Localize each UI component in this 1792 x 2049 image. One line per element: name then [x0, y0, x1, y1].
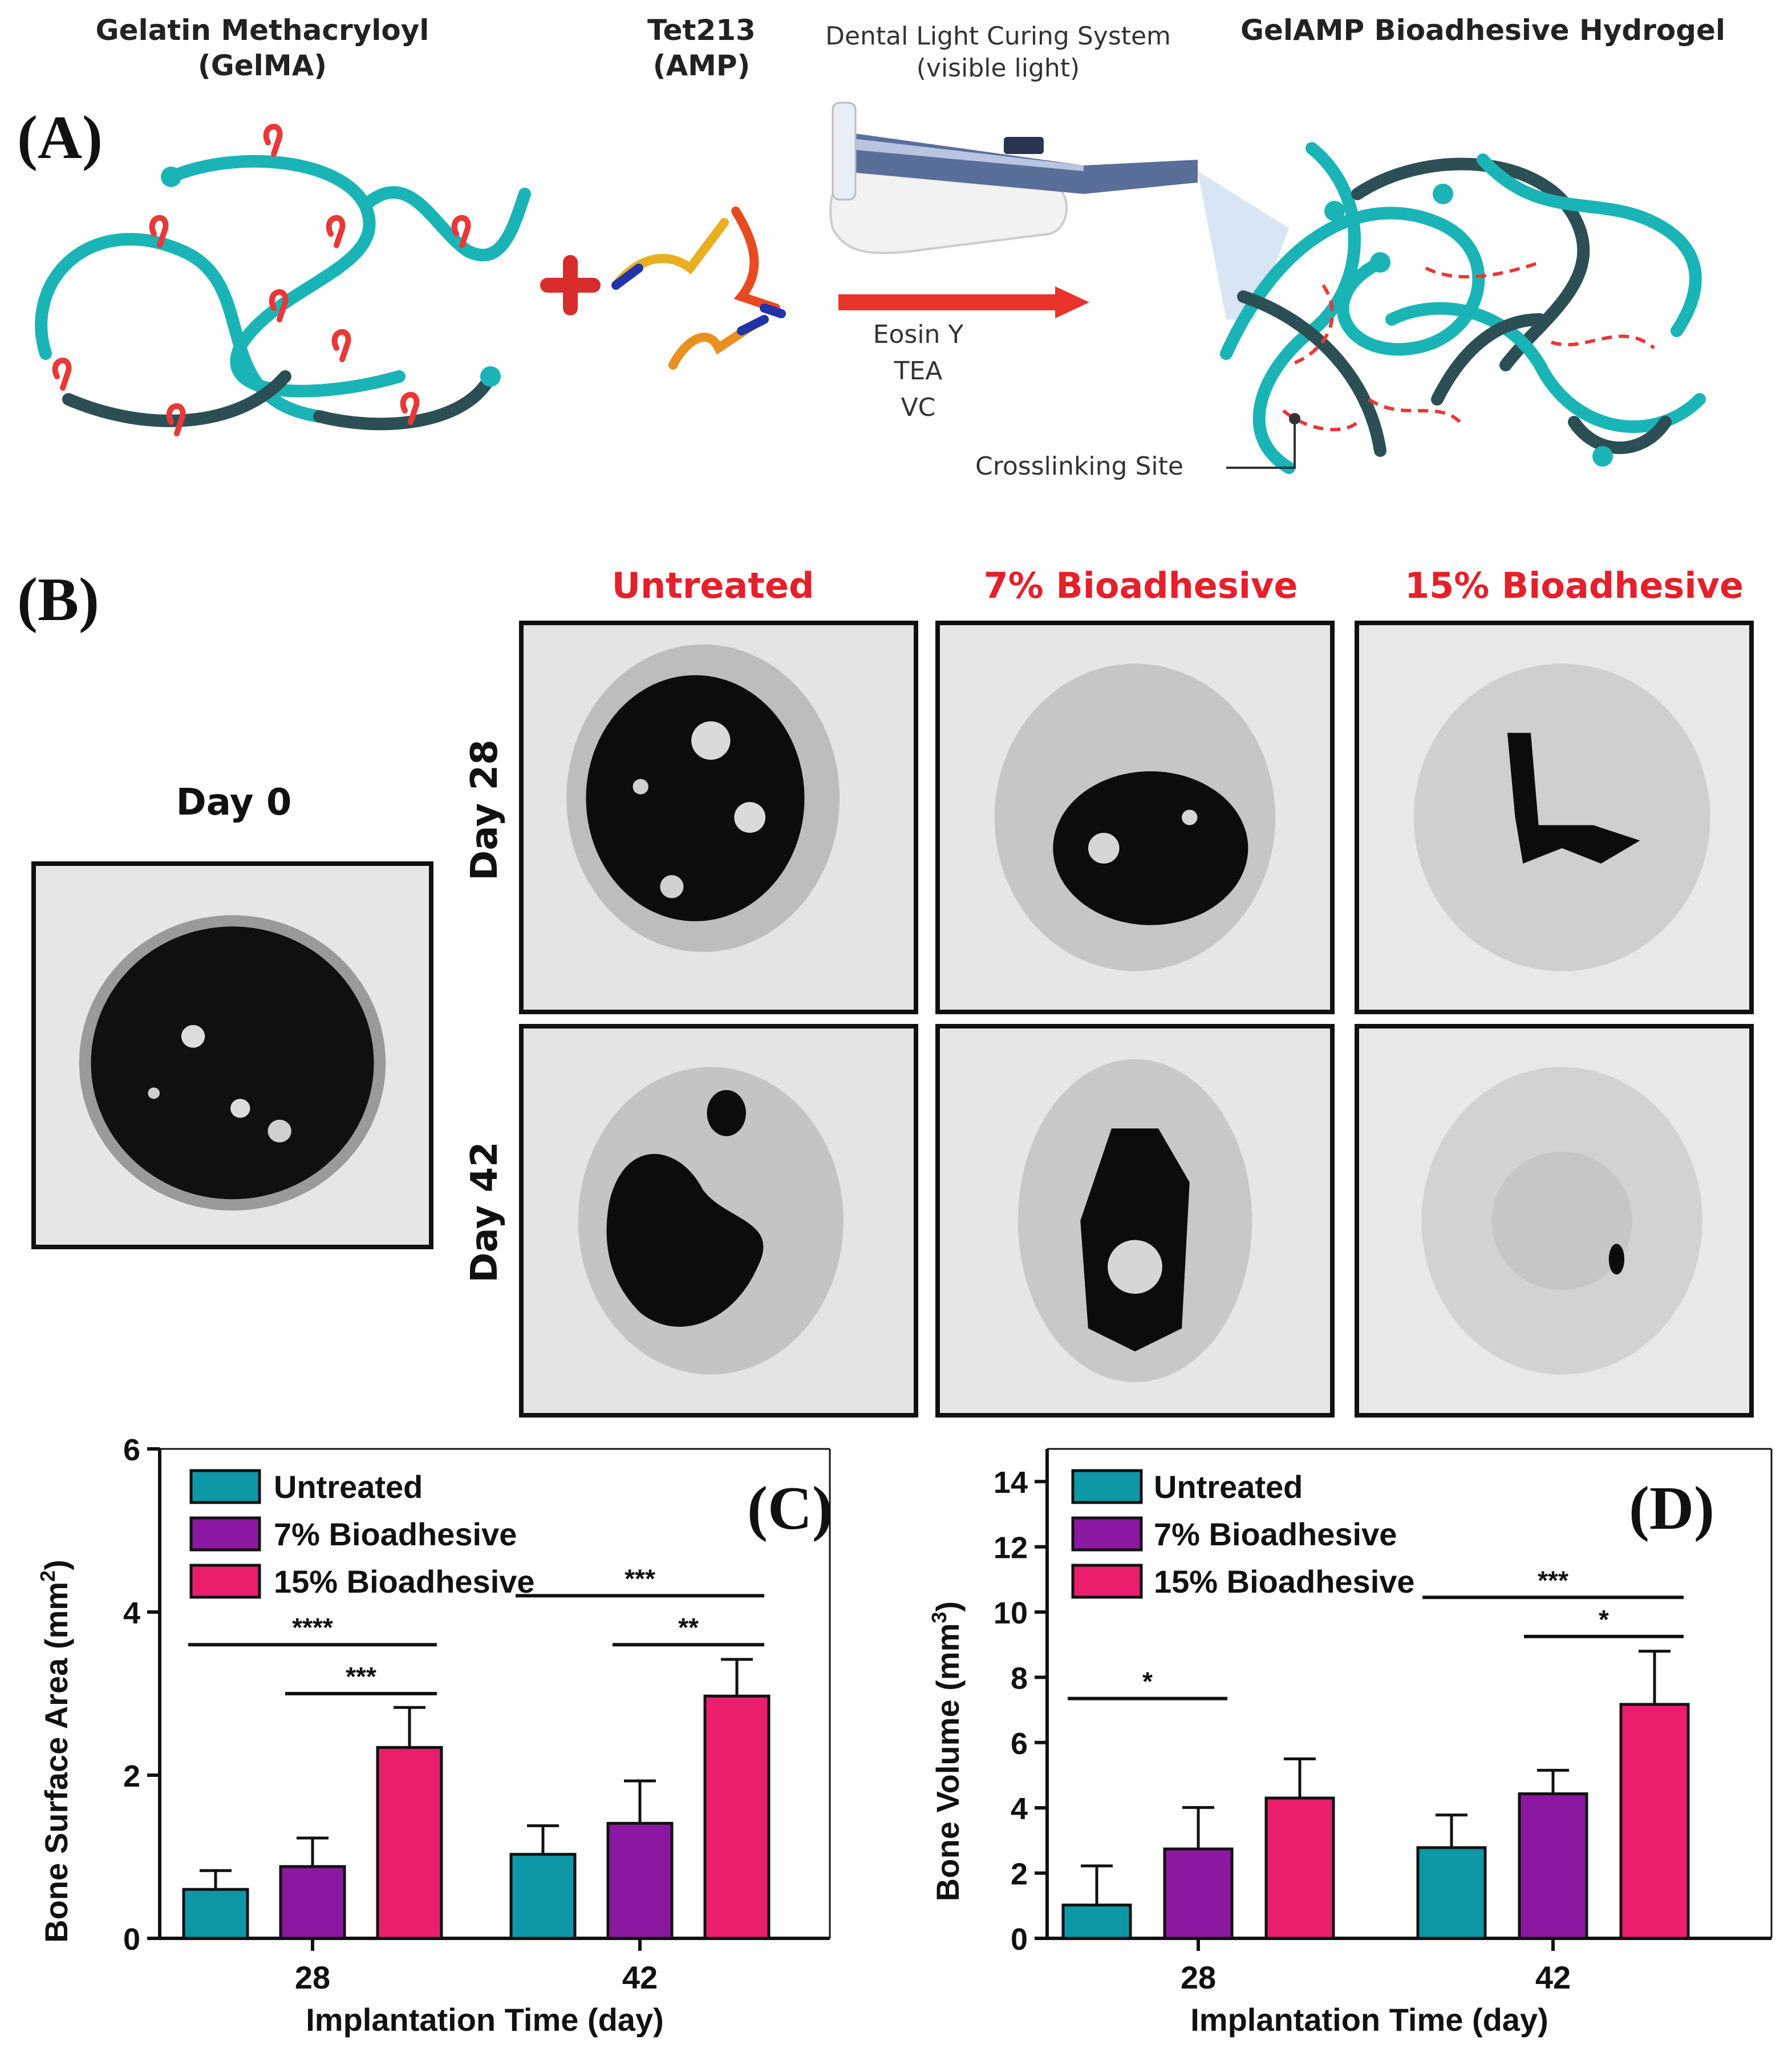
chart-d-ytick-label: 0 — [1011, 1922, 1028, 1957]
plus-icon — [540, 255, 601, 315]
product-label: GelAMP Bioadhesive Hydrogel — [1240, 14, 1726, 47]
ct-image-15pct-day28 — [1355, 621, 1754, 1014]
chart-d-ytick-label: 2 — [1011, 1857, 1028, 1892]
light-label-line1: Dental Light Curing System — [825, 22, 1171, 51]
chart-d-bar — [1264, 1796, 1335, 1940]
legend-c-swatch-untreated — [189, 1469, 261, 1504]
amp-peptides — [611, 206, 786, 370]
ct-image-day0 — [31, 861, 433, 1249]
gelma-label-line2: (GelMA) — [197, 49, 327, 82]
reagent-list: Eosin Y TEA VC — [838, 317, 998, 426]
ct-image-7pct-day28 — [935, 621, 1335, 1014]
methacryloyl-groups — [52, 124, 471, 436]
chart-c-significance-label: ** — [678, 1613, 699, 1642]
chart-c-ytick-label: 0 — [123, 1922, 140, 1957]
chart-c-xtick-label: 28 — [295, 1959, 330, 1995]
chart-c-ytick-label: 6 — [123, 1433, 140, 1467]
chart-c-bar — [509, 1853, 577, 1940]
legend-c-swatch-15pct — [189, 1564, 261, 1599]
legend-d-swatch-15pct — [1071, 1564, 1143, 1599]
chart-d-ytick-label: 12 — [994, 1531, 1028, 1565]
legend-d-label-7pct: 7% Bioadhesive — [1154, 1516, 1397, 1552]
chart-c-bar — [182, 1888, 249, 1940]
chart-d-ylabel: Bone Volume (mm3) — [927, 1601, 966, 1901]
chart-d-xlabel: Implantation Time (day) — [1190, 2002, 1548, 2038]
chart-c-bar — [279, 1865, 346, 1940]
legend-d-label-untreated: Untreated — [1154, 1469, 1303, 1505]
column-title-untreated: Untreated — [611, 565, 814, 606]
chart-d-ytick-label: 4 — [1011, 1792, 1028, 1826]
amp-label-line1: Tet213 — [647, 14, 756, 47]
chart-d-bar — [1061, 1904, 1132, 1940]
chart-c: Bone Surface Area (mm2) Implantation Tim… — [36, 1433, 833, 2038]
column-title-7pct: 7% Bioadhesive — [983, 565, 1298, 606]
chart-d-panel-letter: (D) — [1629, 1475, 1714, 1542]
chart-d-bar — [1518, 1792, 1588, 1940]
chart-d-significance-label: *** — [1538, 1565, 1568, 1595]
legend-d-label-15pct: 15% Bioadhesive — [1154, 1564, 1415, 1599]
ct-image-15pct-day42 — [1355, 1024, 1754, 1418]
day0-label: Day 0 — [176, 781, 292, 824]
chart-c-ylabel: Bone Surface Area (mm2) — [36, 1560, 74, 1942]
chart-d-significance-label: * — [1599, 1605, 1609, 1634]
crosslinks — [1282, 261, 1655, 432]
hydrogel-network — [1220, 142, 1706, 474]
amp-label-line2: (AMP) — [652, 49, 751, 82]
row-label-day42: Day 42 — [464, 1141, 506, 1283]
legend-d-swatch-7pct — [1071, 1516, 1143, 1552]
chart-d-ytick-label: 10 — [994, 1596, 1028, 1630]
chart-c-significance-label: *** — [625, 1564, 655, 1593]
chart-c-panel-letter: (C) — [747, 1475, 833, 1542]
legend-d-swatch-untreated — [1071, 1469, 1143, 1504]
chart-d-significance-label: * — [1142, 1667, 1153, 1696]
chart-c-significance-label: *** — [346, 1662, 376, 1691]
reagent-tea: TEA — [894, 357, 943, 386]
light-label: Dental Light Curing System (visible ligh… — [798, 21, 1198, 84]
chart-c-ytick-label: 4 — [123, 1596, 140, 1630]
chart-c-legend: Untreated 7% Bioadhesive 15% Bioadhesive — [189, 1469, 535, 1599]
column-title-15pct: 15% Bioadhesive — [1404, 565, 1744, 606]
panel-a-letter: (A) — [17, 104, 103, 172]
ct-image-7pct-day42 — [935, 1024, 1335, 1418]
gelma-label: Gelatin Methacryloyl (GelMA) — [86, 13, 439, 83]
reagent-vc: VC — [901, 393, 936, 422]
chart-d-bar — [1416, 1846, 1487, 1940]
reaction-arrow — [838, 286, 1089, 318]
chart-c-xtick-label: 42 — [622, 1959, 658, 1995]
crosslinking-site-label: Crosslinking Site — [975, 452, 1183, 481]
row-label-day28: Day 28 — [464, 739, 506, 881]
panel-a-illustration — [35, 102, 1706, 474]
legend-c-label-15pct: 15% Bioadhesive — [274, 1564, 535, 1599]
legend-c-swatch-7pct — [189, 1516, 261, 1552]
ct-image-untreated-day28 — [519, 621, 918, 1014]
chart-c-bar — [606, 1821, 674, 1940]
chart-c-xlabel: Implantation Time (day) — [306, 2002, 663, 2038]
chart-d-bar — [1163, 1847, 1234, 1940]
chart-d: Bone Volume (mm3) Implantation Time (day… — [927, 1448, 1773, 2038]
chart-d-xtick-label: 28 — [1181, 1959, 1216, 1995]
light-label-line2: (visible light) — [916, 54, 1080, 83]
chart-c-ytick-label: 2 — [123, 1759, 140, 1793]
ct-image-untreated-day42 — [519, 1024, 918, 1418]
chart-d-ytick-label: 6 — [1011, 1727, 1028, 1761]
panel-b-letter: (B) — [17, 566, 99, 634]
amp-label: Tet213 (AMP) — [622, 13, 781, 83]
chart-c-significance-label: **** — [292, 1613, 333, 1642]
chart-d-bar — [1619, 1703, 1690, 1940]
crosslinking-site-dot — [1289, 413, 1300, 424]
gelma-label-line1: Gelatin Methacryloyl — [95, 14, 429, 47]
reagent-eosin: Eosin Y — [873, 320, 964, 349]
gelma-chains — [35, 155, 531, 431]
legend-c-label-7pct: 7% Bioadhesive — [274, 1516, 517, 1552]
chart-d-legend: Untreated 7% Bioadhesive 15% Bioadhesive — [1071, 1469, 1415, 1599]
legend-c-label-untreated: Untreated — [274, 1469, 423, 1505]
curing-light-icon — [829, 102, 1289, 319]
chart-d-xtick-label: 42 — [1535, 1959, 1571, 1995]
chart-d-ytick-label: 8 — [1011, 1661, 1028, 1695]
chart-d-ytick-label: 14 — [994, 1465, 1028, 1500]
chart-c-bar — [376, 1746, 443, 1940]
chart-c-bar — [703, 1694, 771, 1940]
